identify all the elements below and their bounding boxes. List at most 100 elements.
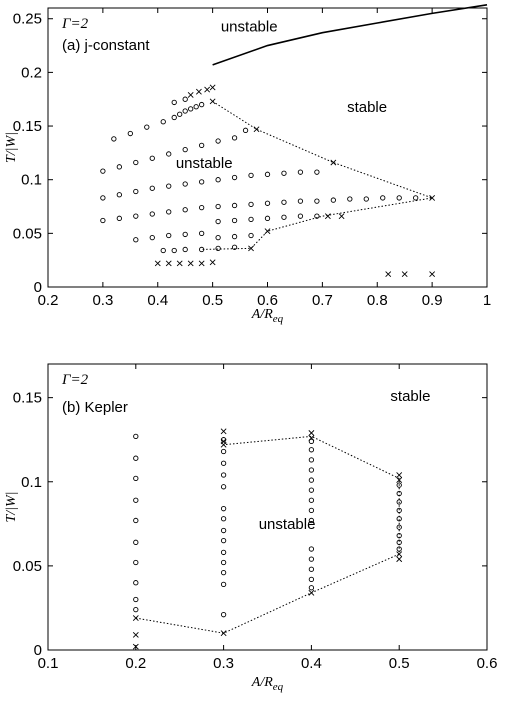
y-tick-label: 0.1 <box>21 172 42 189</box>
gamma-label: Γ=2 <box>61 16 89 32</box>
stable-point <box>215 177 221 183</box>
unstable-point <box>132 643 139 650</box>
stable-point <box>248 201 254 208</box>
stable-point <box>396 539 402 545</box>
stable-point <box>116 164 122 170</box>
stable-point <box>171 247 177 254</box>
stable-point <box>166 209 172 215</box>
unstable-point <box>401 271 408 278</box>
stable-point <box>133 539 139 545</box>
x-axis-label-sub: eq <box>273 313 284 325</box>
stable-point <box>100 168 106 174</box>
gamma-label: Γ=2 <box>61 372 89 388</box>
stable-point <box>220 537 227 544</box>
stability-boundary-dotted <box>201 100 435 250</box>
stable-point <box>264 200 271 206</box>
stable-point <box>308 438 315 445</box>
region-label-unstable: unstable <box>221 19 278 36</box>
x-tick-label: 0.5 <box>202 292 223 309</box>
stable-point <box>215 218 221 225</box>
stable-point <box>308 517 315 524</box>
stable-point <box>413 195 419 201</box>
chart-panel-a: 0.2 0.3 0.4 0.5 0.6 0.7 0.8 0.9 1 0 0.05 0.1 0.15 0.2… <box>4 3 491 325</box>
x-tick-label: 0.4 <box>301 655 322 672</box>
stable-point <box>231 202 238 209</box>
stable-point <box>149 185 155 191</box>
stable-point <box>308 457 315 463</box>
unstable-point <box>396 477 403 484</box>
x-tick-label: 0.3 <box>92 292 113 309</box>
stable-point <box>314 169 320 175</box>
unstable-point <box>248 245 254 252</box>
stable-point <box>182 96 188 102</box>
x-axis-label-sub: eq <box>273 681 284 693</box>
stable-point <box>297 169 304 175</box>
stable-point <box>396 516 402 522</box>
stable-point <box>396 499 402 505</box>
y-tick-label: 0 <box>34 279 42 296</box>
stable-point <box>380 195 386 201</box>
unstable-point <box>198 260 205 267</box>
unstable-point <box>209 259 216 266</box>
unstable-point <box>330 159 337 166</box>
unstable-point <box>429 271 436 278</box>
stable-point <box>314 213 320 219</box>
stable-point <box>220 516 227 522</box>
stable-point <box>133 159 139 166</box>
stable-point <box>182 146 188 153</box>
region-label-unstable: unstable <box>176 155 233 172</box>
x-tick-label: 0.9 <box>422 292 443 309</box>
unstable-point <box>176 260 183 267</box>
stable-point <box>308 566 315 572</box>
stable-point <box>281 170 287 176</box>
unstable-point <box>338 213 345 220</box>
x-tick-label: 0.1 <box>38 655 59 672</box>
stable-point <box>220 484 227 490</box>
stable-point <box>215 245 221 252</box>
unstable-point <box>253 126 260 133</box>
unstable-point <box>132 615 139 621</box>
stable-point <box>133 596 139 603</box>
stable-point <box>198 142 205 149</box>
unstable-point <box>209 84 216 91</box>
stable-point <box>220 569 227 576</box>
stable-point <box>198 230 205 236</box>
stable-point <box>133 433 139 439</box>
x-axis-label: A/Req <box>251 307 284 325</box>
stable-point <box>347 196 353 202</box>
stable-point <box>396 482 402 488</box>
stable-point <box>308 507 315 514</box>
x-tick-label: 0.6 <box>257 292 278 309</box>
unstable-point <box>308 589 315 596</box>
stable-point <box>248 172 254 179</box>
y-tick-label: 0.05 <box>13 558 42 575</box>
stable-point <box>193 104 199 110</box>
y-tick-label: 0.15 <box>13 390 42 407</box>
stable-point <box>160 119 166 125</box>
y-tick-label: 0.1 <box>21 474 42 491</box>
stable-point <box>396 195 402 201</box>
stable-point <box>231 217 238 224</box>
unstable-point <box>220 428 227 435</box>
stable-point <box>182 207 188 213</box>
stable-point <box>116 215 122 221</box>
x-tick-label: 0.8 <box>367 292 388 309</box>
stable-point <box>396 490 402 497</box>
unstable-point <box>324 213 331 220</box>
stable-point <box>215 203 221 210</box>
stable-point <box>198 246 205 253</box>
panel-label: (b) Kepler <box>62 399 128 416</box>
unstable-point <box>396 556 403 563</box>
stable-point <box>308 497 315 503</box>
stable-point <box>149 234 155 241</box>
unstable-point <box>396 472 403 478</box>
stable-point <box>171 99 177 106</box>
unstable-point <box>220 630 227 637</box>
stable-point <box>220 559 227 566</box>
stable-point <box>166 232 172 239</box>
unstable-point <box>187 92 194 98</box>
stability-boundary-dotted <box>135 435 400 634</box>
stable-point <box>182 181 188 187</box>
region-label-unstable: unstable <box>259 516 316 533</box>
stable-point <box>281 214 287 220</box>
